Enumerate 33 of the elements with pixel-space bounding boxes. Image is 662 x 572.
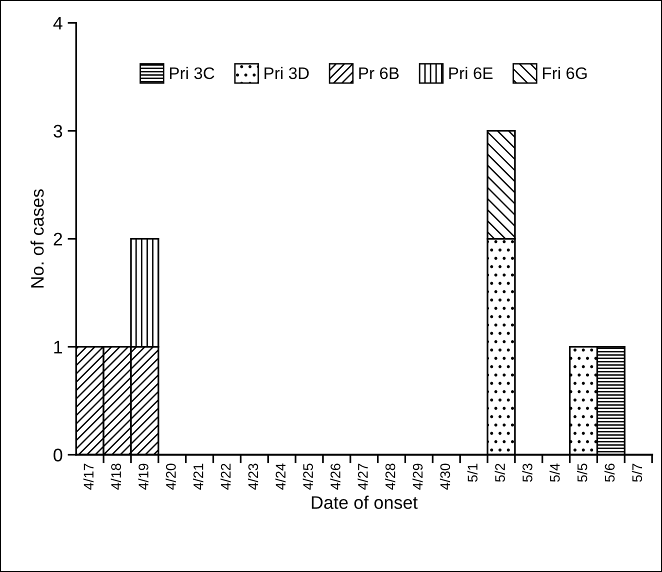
y-tick-label: 3 xyxy=(54,124,62,138)
legend-label: Pri 3D xyxy=(264,66,309,80)
x-tick-label: 5/5 xyxy=(577,464,588,482)
x-tick-label: 4/28 xyxy=(385,464,396,490)
x-tick-label: 5/3 xyxy=(522,464,532,482)
legend-label: Pr 6B xyxy=(359,67,399,80)
x-tick-label: 4/25 xyxy=(302,464,313,490)
x-tick-label: 4/22 xyxy=(220,464,231,490)
x-tick-label: 4/20 xyxy=(166,464,176,490)
y-axis-title: No. of cases xyxy=(30,189,44,288)
y-tick-label: 4 xyxy=(53,17,62,30)
x-tick-label: 4/23 xyxy=(248,464,258,490)
x-tick-label: 5/4 xyxy=(550,463,560,482)
legend-label: Fri 6G xyxy=(542,66,587,80)
x-tick-label: 5/2 xyxy=(494,464,505,482)
x-axis-title: Date of onset xyxy=(312,496,418,509)
x-tick-label: 4/27 xyxy=(358,464,368,490)
y-tick-label: 2 xyxy=(54,232,62,246)
y-tick-label: 1 xyxy=(54,340,62,354)
x-tick-label: 5/7 xyxy=(632,464,642,482)
legend-label: Pri 3C xyxy=(170,66,214,80)
x-tick-label: 4/21 xyxy=(193,464,204,490)
x-tick-label: 4/19 xyxy=(138,464,148,490)
x-tick-label: 4/17 xyxy=(83,464,94,490)
x-tick-label: 4/24 xyxy=(275,463,286,490)
x-tick-label: 4/30 xyxy=(440,464,450,490)
x-tick-label: 4/29 xyxy=(412,464,423,490)
x-tick-label: 5/6 xyxy=(604,464,615,482)
x-tick-label: 4/18 xyxy=(110,464,121,490)
legend-label: Pri 6E xyxy=(449,66,493,80)
x-tick-label: 4/26 xyxy=(330,464,340,490)
y-tick-label: 0 xyxy=(54,448,62,462)
x-tick-label: 5/1 xyxy=(467,464,478,482)
